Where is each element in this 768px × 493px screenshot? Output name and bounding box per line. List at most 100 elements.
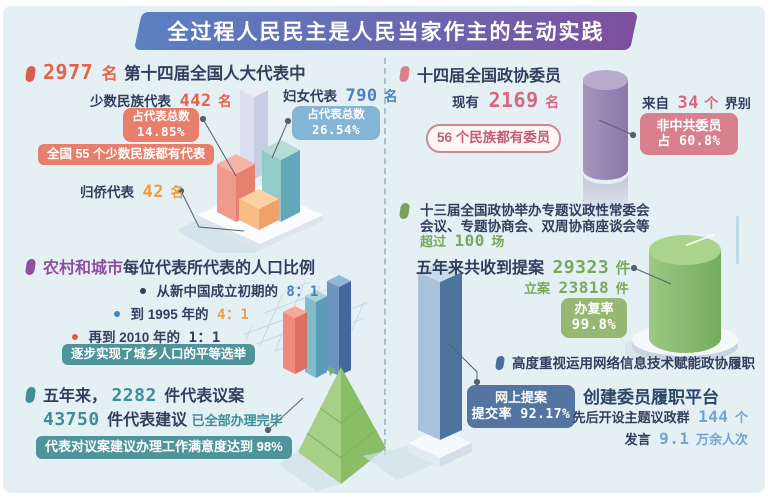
bullet-dot — [140, 288, 146, 294]
column-right-face — [440, 272, 462, 440]
cylinder-top — [583, 70, 628, 90]
cppcc-heading: 十四届全国政协委员 — [417, 68, 562, 85]
groups-label: 先后开设主题议政群 — [572, 410, 690, 425]
online-proposal-rate: 提交率 92.17% — [471, 406, 571, 422]
current-unit: 名 — [545, 94, 560, 110]
cylinder-reflection — [583, 174, 628, 223]
noncpc-value: 占 60.8% — [657, 134, 721, 149]
women-unit: 名 — [384, 89, 398, 104]
minority-unit: 名 — [218, 94, 232, 109]
ratio-3d-column-chart — [240, 275, 375, 378]
motions-text: 件代表议案 — [164, 388, 245, 405]
filed-number: 23818 — [558, 278, 610, 297]
current-number: 2169 — [488, 88, 539, 112]
ratio-item-value: 1：1 — [188, 330, 221, 346]
grid-green-accent — [328, 366, 336, 376]
ratio-bar-1995-teal — [305, 290, 327, 378]
cppcc-sectors-line: 来自 34 个 界别 — [642, 92, 751, 113]
speech-line: 发言 9.1 万余人次 — [520, 429, 748, 449]
platform-title: 创建委员履职平台 — [583, 388, 719, 407]
blue-column-graphic — [363, 262, 472, 480]
sectors-unit: 个 — [704, 95, 719, 111]
suggestions-number: 43750 — [43, 409, 100, 430]
purple-cylinder-graphic — [583, 70, 628, 223]
proposals-line: 五年来共收到提案 29323 件 — [416, 254, 631, 278]
reply-rate-badge: 办复率 99.8% — [561, 298, 627, 338]
minority-line: 少数民族代表 442 名 — [90, 90, 232, 111]
reply-rate-value: 99.8% — [571, 317, 617, 334]
title-banner: 全过程人民民主是人民当家作主的生动实践 — [133, 12, 639, 50]
ratio-bar-2010-navy — [327, 275, 351, 376]
speech-unit: 万余人次 — [695, 432, 748, 447]
column-left-face — [418, 272, 440, 440]
tech-heading: 高度重视运用网络信息技术赋能政协履职 — [512, 356, 755, 371]
platform-side — [197, 215, 323, 250]
from-label: 来自 — [642, 96, 669, 111]
pyramid-left-face — [298, 367, 341, 484]
motions-number: 2282 — [111, 385, 157, 406]
green-cylinder-graphic — [625, 234, 738, 368]
ratio-item-text: 到 1995 年的 — [130, 307, 209, 322]
ratio-heading-highlight: 农村和城市 — [43, 260, 124, 277]
column-divider — [384, 58, 386, 455]
pyramid-tier-line — [319, 405, 364, 424]
decorative-accent-line — [736, 216, 739, 264]
speech-number: 9.1 — [659, 429, 690, 448]
groups-unit: 个 — [734, 410, 748, 425]
returned-label: 归侨代表 — [80, 185, 134, 200]
pyramid-tier-line — [306, 429, 377, 459]
ratio-heading-rest: 每位代表所代表的人口比例 — [123, 260, 316, 277]
all-minority-badge: 全国 55 个少数民族都有代表 — [38, 144, 215, 165]
cylinder-body — [649, 250, 721, 353]
current-label: 现有 — [452, 95, 479, 110]
minority-share-badge: 占代表总数 14.85% — [123, 108, 199, 142]
motions-line1: 五年来， 2282 件代表议案 — [43, 382, 244, 406]
minority-label: 少数民族代表 — [90, 94, 171, 109]
npc-total-number: 2977 — [43, 60, 94, 84]
pyramid-shadow — [278, 452, 341, 491]
online-proposal-label: 网上提案 — [494, 390, 547, 406]
women-share-value: 26.54% — [311, 122, 361, 138]
npc-heading-rest: 第十四届全国人大代表中 — [124, 65, 306, 83]
ratio-item-value: 4：1 — [216, 307, 250, 323]
cylinder-highlight — [686, 234, 714, 246]
women-line: 妇女代表 790 名 — [283, 85, 398, 106]
suggestions-text: 件代表建议 — [107, 412, 188, 429]
filed-label: 立案 — [524, 281, 551, 296]
meetings-line2: 会议、专题协商会、双周协商座谈会等 — [420, 219, 650, 234]
women-label: 妇女代表 — [283, 89, 337, 104]
meetings-unit: 场 — [491, 234, 505, 249]
cylinder-top — [649, 235, 721, 265]
ratio-item-text: 从新中国成立初期的 — [156, 284, 278, 299]
cppcc-current-line: 现有 2169 名 — [452, 88, 559, 112]
women-number: 790 — [345, 86, 378, 106]
ratio-bar-early-salmon — [283, 306, 307, 374]
ratio-item-value: 8：1 — [286, 284, 319, 300]
ratio-item-early: 从新中国成立初期的 8：1 — [140, 280, 319, 301]
minority-number: 442 — [179, 91, 212, 111]
sectors-suffix: 界别 — [724, 96, 751, 111]
ethnic-badge: 56 个民族都有委员 — [426, 124, 562, 153]
sectors-number: 34 — [677, 93, 699, 113]
returned-line: 归侨代表 42 名 — [80, 181, 184, 202]
motions-line2: 43750 件代表建议 已全部办理完毕 — [43, 406, 283, 430]
noncpc-label: 非中共委员 — [656, 117, 722, 133]
minority-share-label: 占代表总数 — [132, 111, 190, 123]
reply-rate-label: 办复率 — [574, 301, 614, 317]
column-top — [418, 262, 462, 282]
filed-line: 立案 23818 件 — [524, 278, 629, 298]
women-share-badge: 占代表总数 26.54% — [292, 106, 380, 140]
returned-number: 42 — [142, 182, 164, 202]
ratio-heading: 农村和城市每位代表所代表的人口比例 — [43, 254, 315, 278]
meetings-count-line: 超过 100 场 — [420, 231, 504, 251]
groups-number: 144 — [698, 407, 729, 426]
bullet-dot — [114, 311, 120, 317]
minority-share-value: 14.85% — [136, 124, 186, 140]
women-share-label: 占代表总数 — [307, 109, 365, 121]
returned-unit: 名 — [170, 185, 184, 200]
speech-label: 发言 — [624, 432, 651, 447]
noncpc-badge: 非中共委员 占 60.8% — [640, 113, 738, 155]
ratio-item-text: 再到 2010 年的 — [88, 330, 180, 345]
ratio-item-1995: 到 1995 年的 4：1 — [114, 303, 249, 324]
bullet-dot — [72, 334, 78, 340]
